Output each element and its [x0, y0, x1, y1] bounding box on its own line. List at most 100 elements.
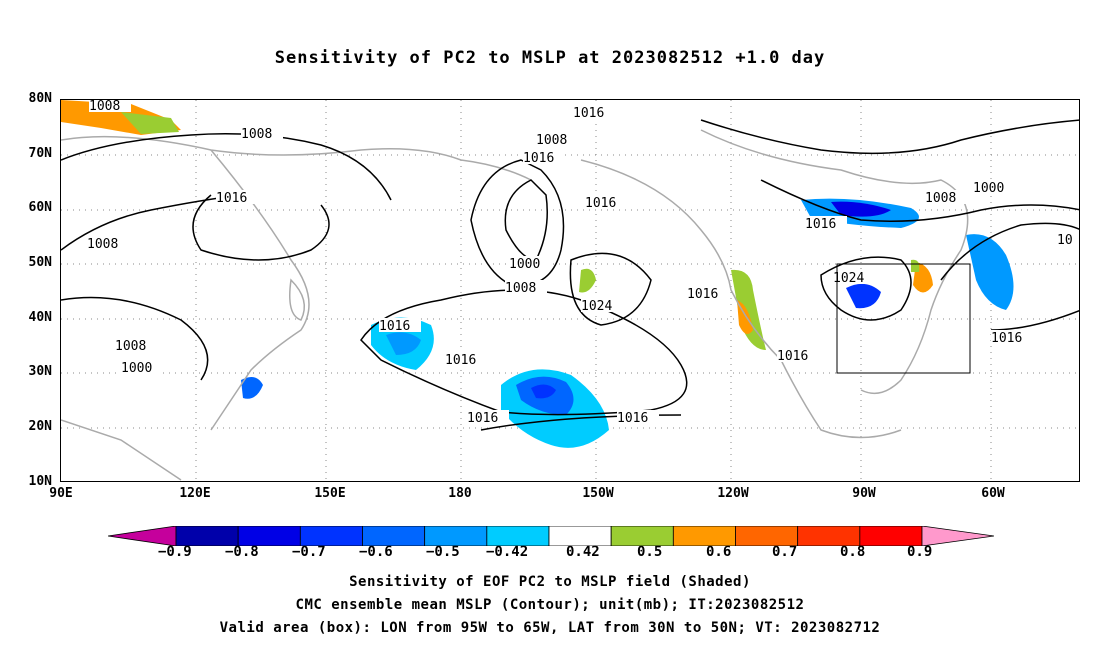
lon-label-90e: 90E	[49, 486, 73, 501]
contour-label-bg	[241, 126, 283, 140]
lat-label-60n: 60N	[28, 200, 52, 215]
contour-label: 1016	[991, 331, 1022, 346]
contour-1024-great-lakes	[820, 256, 912, 321]
shade-positive-west-coast	[731, 269, 766, 350]
colorbar-label: 0.9	[907, 544, 933, 560]
contour-1016-asia	[192, 194, 330, 261]
coastline-southeast-asia	[61, 419, 182, 481]
lat-label-30n: 30N	[28, 364, 52, 379]
coastline-east-asia	[210, 149, 310, 431]
contour-label: 1016	[585, 196, 616, 211]
colorbar-label: −0.42	[486, 544, 529, 560]
shade-negative-philippine-sea	[241, 376, 263, 399]
colorbar-cell	[486, 526, 550, 546]
contour-1024-pacific	[569, 252, 652, 326]
map-canvas: 1008 1008 1016 1008 1008 1000 1016 1016 …	[61, 100, 1079, 481]
colorbar-label: −0.8	[225, 544, 259, 560]
contour-label: 1008	[241, 127, 272, 142]
contour-label-bg	[833, 270, 875, 284]
colorbar-cell	[797, 526, 861, 546]
contour-label-bg	[1057, 232, 1079, 246]
colorbar-label: 0.7	[772, 544, 798, 560]
contour-label: 1016	[617, 411, 648, 426]
contour-label-bg	[505, 280, 547, 294]
contour-label-bg	[581, 298, 623, 312]
contour-label: 1016	[777, 349, 808, 364]
colorbar-cell	[299, 526, 363, 546]
contour-label-bg	[573, 105, 615, 119]
lon-label-120e: 120E	[179, 486, 211, 501]
coastline-north-america-west	[580, 159, 902, 439]
contour-label: 10	[1057, 233, 1073, 248]
contour-1016-atlantic	[940, 222, 1079, 281]
colorbar-label: −0.6	[359, 544, 393, 560]
colorbar-cell	[672, 526, 736, 546]
colorbar	[108, 526, 994, 546]
contour-label-bg	[89, 100, 131, 112]
colorbar-cell	[424, 526, 488, 546]
contour-label: 1008	[505, 281, 536, 296]
lat-label-70n: 70N	[28, 146, 52, 161]
contour-label: 1024	[581, 299, 612, 314]
colorbar-label: −0.9	[158, 544, 192, 560]
colorbar-arrow-low	[108, 526, 177, 546]
lon-label-90w: 90W	[852, 486, 876, 501]
shade-negative-atlantic	[966, 234, 1014, 310]
colorbar-label: 0.42	[566, 544, 600, 560]
map-panel: 1008 1008 1016 1008 1008 1000 1016 1016 …	[60, 99, 1080, 482]
shade-negative-great-lakes	[846, 283, 881, 309]
lon-label-150e: 150E	[314, 486, 346, 501]
lat-label-80n: 80N	[28, 91, 52, 106]
caption-contour: CMC ensemble mean MSLP (Contour); unit(m…	[295, 597, 805, 613]
contour-label: 1024	[833, 271, 864, 286]
contour-label: 1016	[523, 151, 554, 166]
contour-1016-atlantic-south	[990, 309, 1079, 331]
contour-label-bg	[509, 256, 551, 270]
contour-aleutian-low-inner	[504, 179, 548, 261]
colorbar-cell	[548, 526, 612, 546]
lat-label-20n: 20N	[28, 419, 52, 434]
lat-label-10n: 10N	[28, 474, 52, 489]
caption-shading: Sensitivity of EOF PC2 to MSLP field (Sh…	[349, 574, 751, 590]
contour-label: 1016	[445, 353, 476, 368]
contour-label: 1016	[216, 191, 247, 206]
coastline-arctic-asia	[61, 135, 532, 181]
colorbar-cells	[175, 526, 923, 546]
contour-label: 1016	[379, 319, 410, 334]
shade-positive-siberia-edge	[121, 112, 179, 134]
contour-label-bg	[991, 330, 1033, 344]
contour-label: 1008	[115, 339, 146, 354]
contour-label-bg	[467, 410, 509, 424]
colorbar-label: −0.5	[426, 544, 460, 560]
colorbar-cell	[735, 526, 799, 546]
contour-label-bg	[687, 286, 729, 300]
shade-negative-central-pacific-core	[386, 332, 421, 355]
contour-label: 1016	[805, 217, 836, 232]
map-title: Sensitivity of PC2 to MSLP at 2023082512…	[274, 48, 826, 68]
contour-1008-arctic-america	[700, 119, 1079, 155]
contour-label: 1016	[573, 106, 604, 121]
shade-positive-northeast-edge	[911, 259, 920, 272]
colorbar-cell	[859, 526, 923, 546]
contour-1008-west	[61, 194, 242, 251]
shade-negative-pacific-peak	[531, 384, 556, 399]
colorbar-arrow-high	[921, 526, 994, 546]
contour-label-bg	[805, 216, 847, 230]
shade-negative-hudson-core	[831, 201, 891, 217]
colorbar-cell	[237, 526, 301, 546]
colorbar-label: 0.8	[840, 544, 866, 560]
contour-label-bg	[523, 150, 565, 164]
contour-1008-canada	[760, 179, 1079, 222]
contour-label: 1016	[687, 287, 718, 302]
contour-label-bg	[925, 190, 967, 204]
coastlines	[61, 129, 969, 481]
lon-label-150w: 150W	[582, 486, 614, 501]
contour-label: 1008	[925, 191, 956, 206]
contour-label: 1008	[89, 100, 120, 114]
contour-label: 1016	[467, 411, 498, 426]
contour-label-bg	[585, 195, 627, 209]
contour-label: 1008	[536, 133, 567, 148]
valid-area-box	[836, 263, 971, 374]
contour-label: 1000	[509, 257, 540, 272]
caption-valid-area: Valid area (box): LON from 95W to 65W, L…	[219, 620, 881, 636]
